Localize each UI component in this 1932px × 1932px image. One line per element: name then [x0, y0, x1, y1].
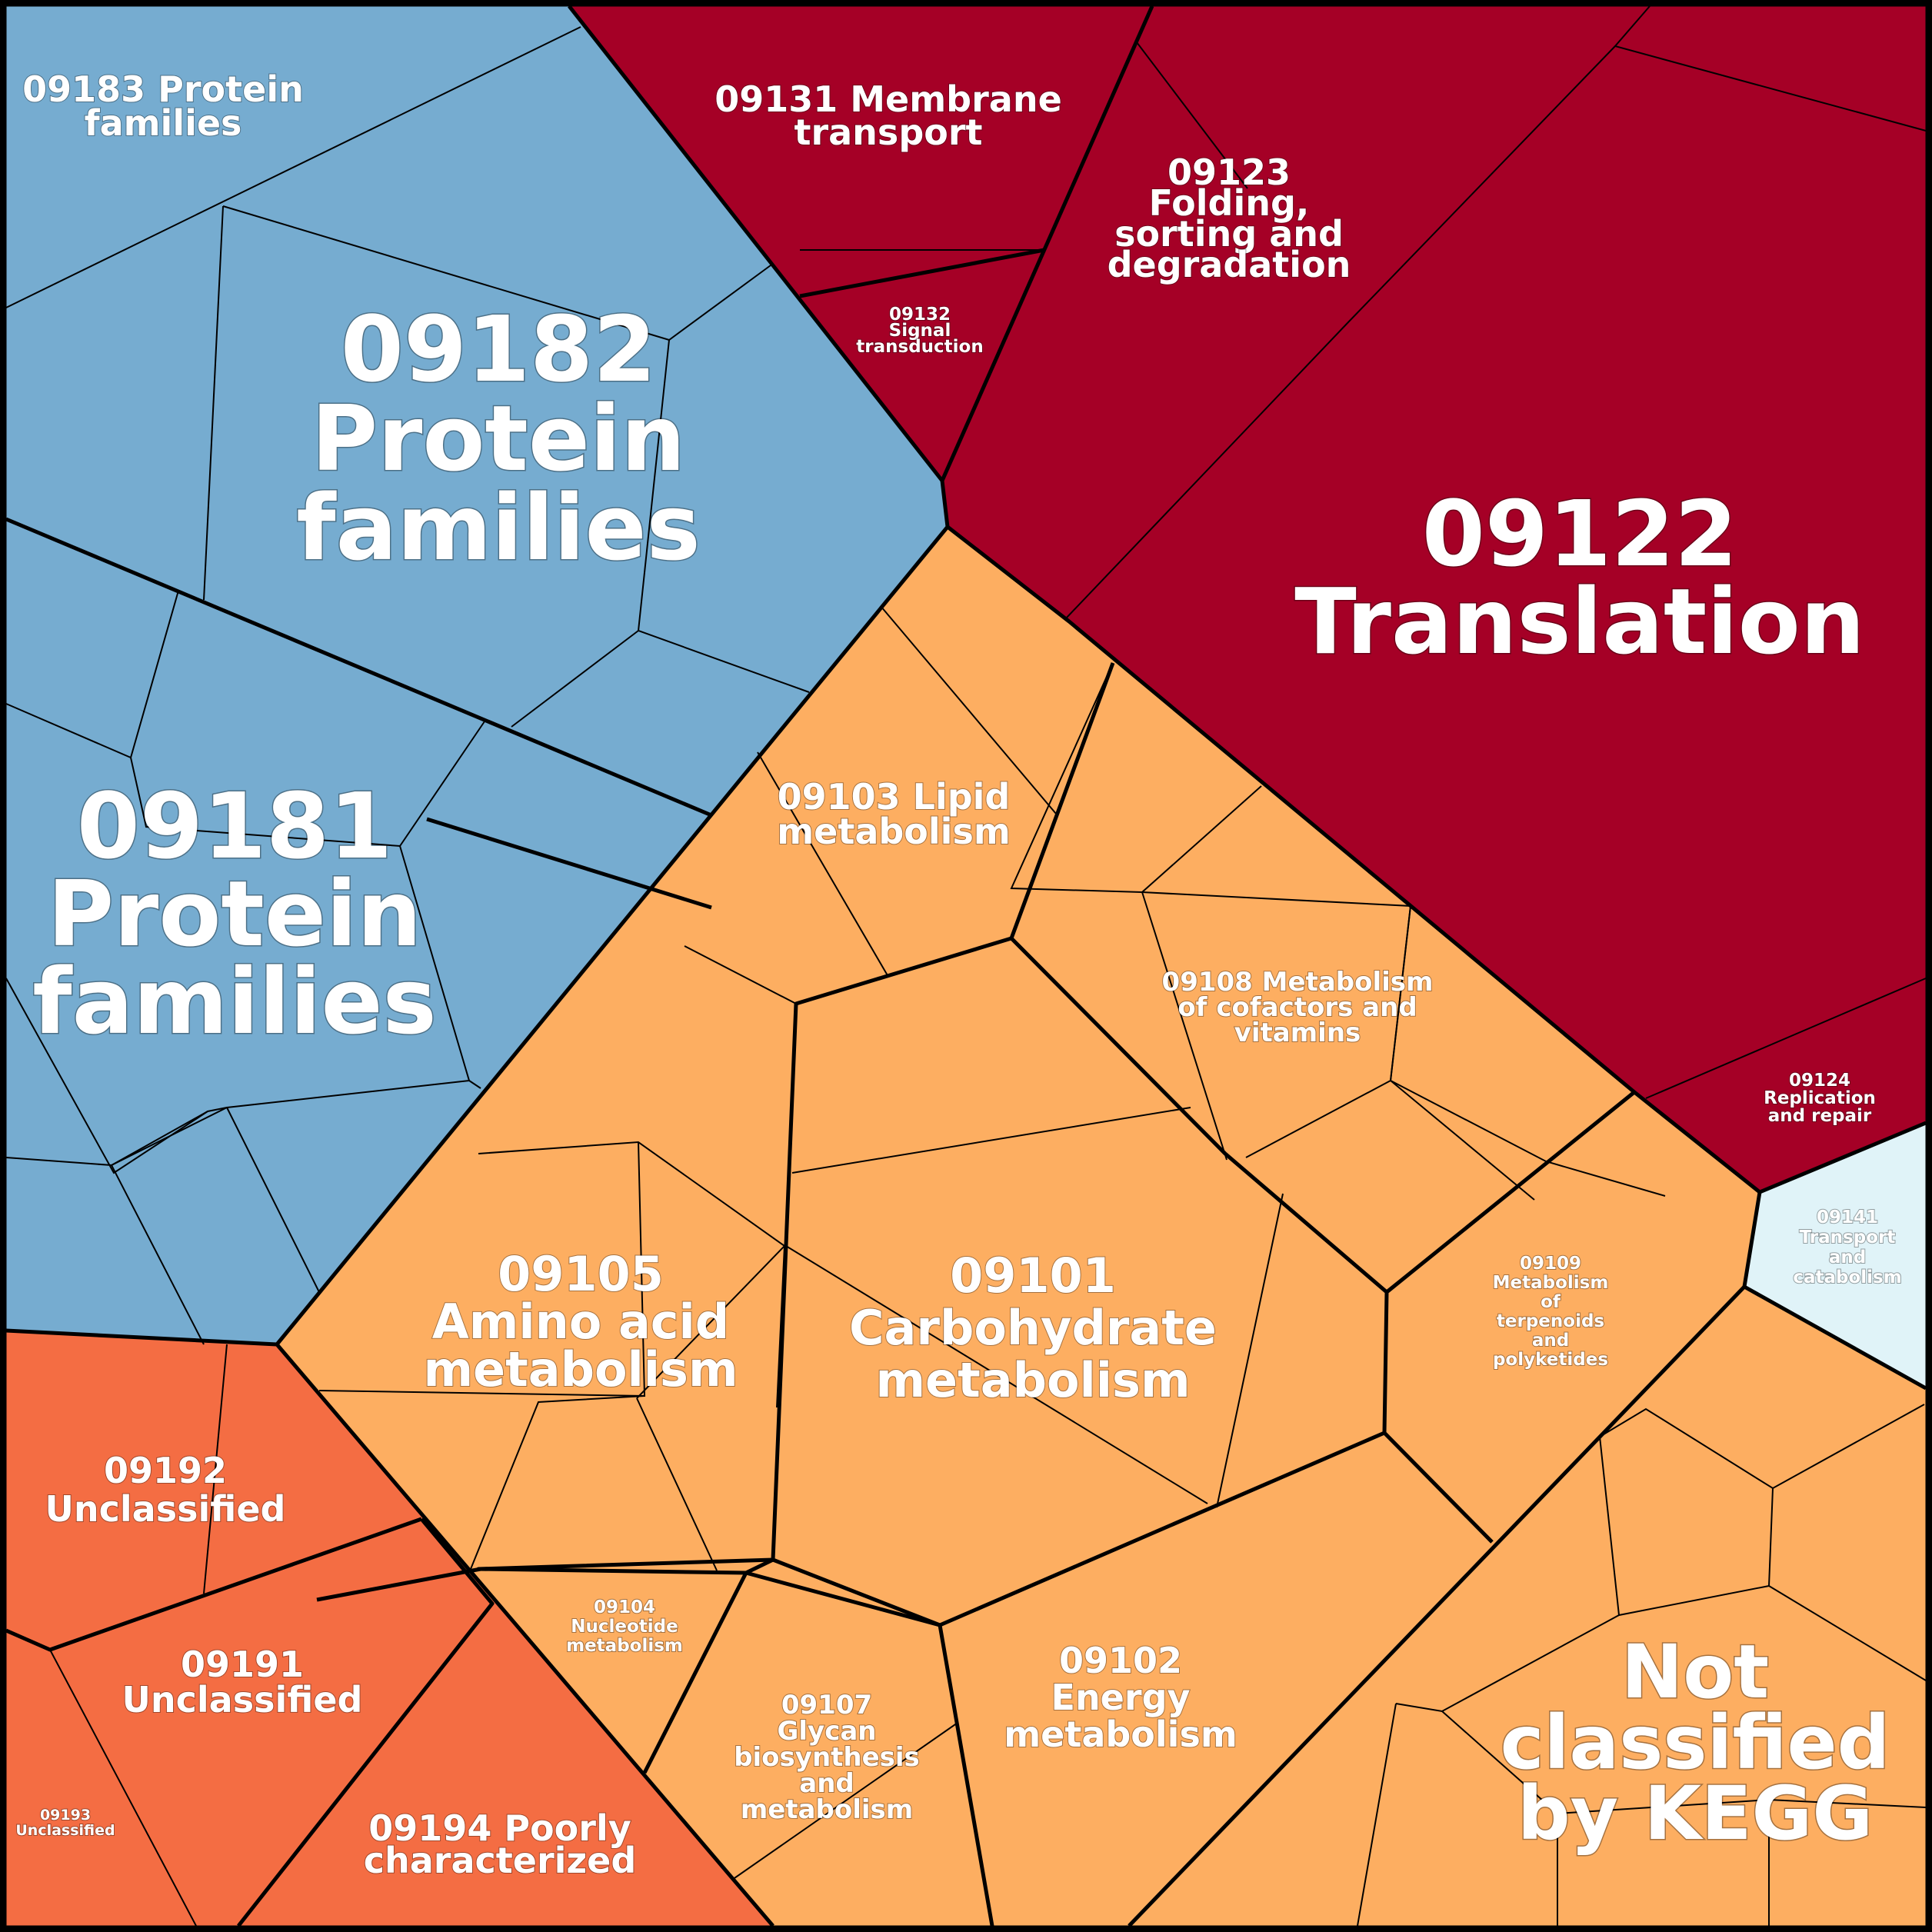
label-line: catabolism	[1793, 1267, 1901, 1287]
label-line: families	[32, 948, 437, 1054]
label-line: families	[85, 102, 242, 144]
label-line: Signal	[889, 321, 951, 341]
label-line: 09109	[1520, 1254, 1581, 1274]
label-line: metabolism	[777, 811, 1011, 852]
label-line: Transport	[1800, 1227, 1896, 1247]
label-line: Energy	[1051, 1677, 1191, 1718]
label-line: metabolism	[566, 1636, 683, 1656]
label-line: families	[296, 475, 701, 581]
label-line: 09103 Lipid	[778, 776, 1011, 818]
label-09107: 09107 Glycan biosynthesis and metabolism	[734, 1690, 920, 1825]
region-cellular-processes[interactable]	[1744, 1123, 1926, 1388]
label-line: 09124	[1789, 1071, 1850, 1091]
labels: 09183 Protein families 09182 Protein famili…	[15, 68, 1902, 1882]
label-09181: 09181 Protein families	[32, 773, 437, 1054]
label-line: polyketides	[1493, 1350, 1608, 1370]
label-line: 09181	[77, 773, 393, 879]
label-09105: 09105 Amino acid metabolism	[423, 1246, 738, 1397]
label-line: 09191	[181, 1644, 304, 1685]
label-09131: 09131 Membrane transport	[715, 78, 1062, 153]
label-09132: 09132 Signal transduction	[856, 305, 983, 357]
region-metabolism[interactable]	[277, 527, 1926, 1926]
label-line: Carbohydrate	[849, 1300, 1217, 1356]
label-09193: 09193 Unclassified	[15, 1807, 115, 1839]
label-line: 09132	[889, 305, 951, 325]
label-09194: 09194 Poorly characterized	[364, 1807, 637, 1881]
label-09108: 09108 Metabolism of cofactors and vitamins	[1162, 967, 1434, 1048]
label-line: Unclassified	[122, 1679, 363, 1720]
label-line: 09107	[781, 1690, 872, 1720]
label-line: Amino acid	[432, 1294, 729, 1350]
label-line: and repair	[1768, 1106, 1872, 1126]
label-line: 09105	[498, 1246, 664, 1302]
label-line: metabolism	[741, 1794, 913, 1825]
label-line: Protein	[48, 861, 422, 967]
label-line: classified	[1501, 1700, 1890, 1786]
label-09141: 09141 Transport and catabolism	[1793, 1208, 1901, 1287]
label-line: 09101	[950, 1247, 1116, 1304]
label-line: and	[1532, 1331, 1569, 1351]
label-line: Replication	[1764, 1088, 1876, 1108]
label-line: Metabolism	[1493, 1273, 1609, 1293]
cell-boundaries	[5, 5, 1927, 1927]
label-line: 09104	[594, 1597, 655, 1617]
label-line: Protein	[311, 385, 686, 491]
label-line: by KEGG	[1517, 1770, 1873, 1857]
label-09191: 09191 Unclassified	[122, 1644, 363, 1720]
label-line: characterized	[364, 1840, 637, 1881]
label-09102: 09102 Energy metabolism	[1004, 1640, 1237, 1755]
label-09192: 09192 Unclassified	[45, 1450, 286, 1530]
label-line: metabolism	[1004, 1714, 1237, 1755]
label-line: 09192	[104, 1450, 227, 1491]
region-genetic-information-processing[interactable]	[569, 6, 1926, 1192]
label-line: metabolism	[423, 1341, 738, 1397]
label-line: and	[1829, 1247, 1866, 1267]
label-line: Folding,	[1149, 182, 1310, 224]
label-09123: 09123 Folding, sorting and degradation	[1108, 152, 1351, 285]
label-09182: 09182 Protein families	[296, 296, 701, 581]
label-09109: 09109 Metabolism of terpenoids and polyketide…	[1493, 1254, 1609, 1370]
label-line: 09122	[1422, 481, 1738, 587]
label-line: sorting and	[1114, 213, 1344, 255]
region-protein-families[interactable]	[6, 6, 948, 1344]
label-line: 09141	[1817, 1208, 1878, 1227]
label-line: Nucleotide	[571, 1617, 678, 1637]
label-line: Unclassified	[15, 1822, 115, 1839]
label-line: of cofactors and	[1178, 992, 1417, 1023]
label-09103: 09103 Lipid metabolism	[777, 776, 1011, 852]
label-line: vitamins	[1234, 1018, 1361, 1048]
label-09183: 09183 Protein families	[22, 68, 304, 144]
label-09104: 09104 Nucleotide metabolism	[566, 1597, 683, 1656]
label-line: transport	[794, 112, 982, 153]
label-line: Glycan	[777, 1716, 876, 1747]
label-line: 09131 Membrane	[715, 78, 1062, 120]
label-line: terpenoids	[1497, 1311, 1604, 1331]
label-line: 09182	[341, 296, 657, 402]
label-line: metabolism	[875, 1352, 1190, 1408]
label-line: biosynthesis	[734, 1742, 920, 1773]
label-not-classified: Not classified by KEGG	[1501, 1629, 1890, 1857]
label-line: 09102	[1059, 1640, 1182, 1681]
label-line: 09193	[40, 1807, 91, 1824]
label-line: Not	[1621, 1629, 1769, 1715]
label-line: transduction	[856, 337, 983, 357]
label-09101: 09101 Carbohydrate metabolism	[849, 1247, 1217, 1408]
label-line: Unclassified	[45, 1488, 286, 1530]
label-09124: 09124 Replication and repair	[1764, 1071, 1876, 1126]
label-line: 09123	[1168, 152, 1291, 193]
label-09122: 09122 Translation	[1294, 481, 1865, 675]
label-line: 09194 Poorly	[368, 1807, 631, 1849]
label-line: 09183 Protein	[22, 68, 304, 110]
label-line: of	[1541, 1292, 1561, 1312]
label-line: and	[799, 1768, 854, 1799]
label-line: degradation	[1108, 244, 1351, 285]
region-unclassified[interactable]	[6, 1331, 773, 1926]
group-boundaries	[5, 5, 1927, 1927]
label-line: 09108 Metabolism	[1162, 967, 1434, 998]
label-line: Translation	[1294, 568, 1865, 675]
